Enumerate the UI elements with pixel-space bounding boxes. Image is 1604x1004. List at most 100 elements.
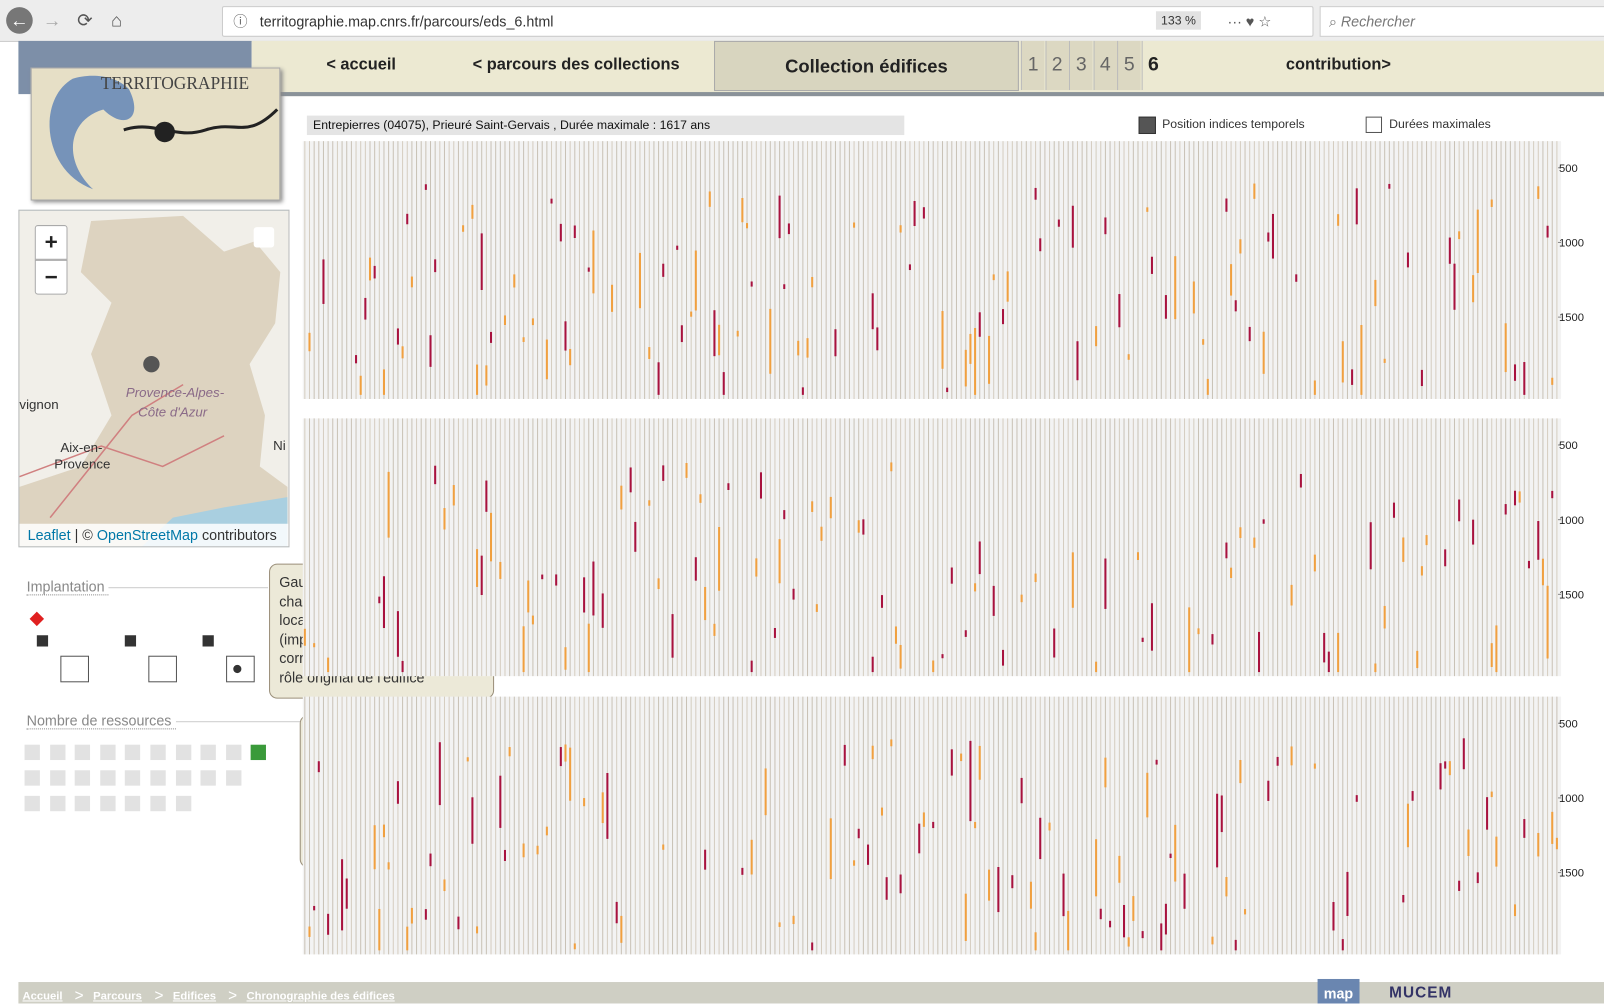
- y-tick-label: 1500: [1559, 868, 1584, 880]
- tooltip: Le nombre de carrés correspond au nombre…: [299, 715, 550, 868]
- resource-square: [175, 795, 191, 812]
- logo-art: TERRITOGRAPHIE: [49, 74, 279, 190]
- page-link[interactable]: 2: [1044, 40, 1069, 91]
- y-tick-label: 500: [1559, 440, 1578, 452]
- chart-title-box: Entrepierres (04075), Prieuré Saint-Gerv…: [306, 115, 905, 136]
- legend-swatch[interactable]: [1138, 116, 1156, 135]
- leaflet-link[interactable]: Leaflet: [27, 526, 71, 544]
- y-tick-label: 1500: [1559, 312, 1584, 324]
- resource-square: [24, 744, 40, 761]
- resource-square: [225, 770, 242, 786]
- resource-square: [200, 770, 217, 786]
- breadcrumb[interactable]: Edifices: [172, 990, 217, 1003]
- nav-current: Collection édifices: [714, 40, 1019, 92]
- resource-square: [150, 795, 166, 812]
- y-tick-label: 500: [1559, 718, 1578, 730]
- y-tick-label: 500: [1559, 163, 1578, 175]
- resource-square: [175, 744, 191, 761]
- page-link[interactable]: 5: [1117, 40, 1141, 91]
- resource-square: [100, 744, 116, 761]
- tooltip: Gauche: édifice isolé. Centre: chapelle …: [269, 563, 495, 699]
- reload-button[interactable]: ⟳: [77, 10, 93, 31]
- icon: [202, 635, 214, 647]
- footer: Accueil > Parcours > Edifices > Chronographie …: [18, 978, 1604, 1004]
- map-label: Provence: [54, 456, 111, 472]
- legend-label: Position indices temporels: [1162, 116, 1305, 131]
- resource-square: [74, 795, 91, 812]
- zoom-out[interactable]: −: [34, 259, 68, 295]
- resource-squares: [24, 744, 281, 817]
- zoom-level[interactable]: 133 %: [1155, 11, 1201, 30]
- map-label: Ni: [273, 437, 286, 454]
- page-link[interactable]: 6: [1141, 40, 1165, 91]
- breadcrumb-separator: >: [228, 987, 238, 1004]
- resource-square: [125, 795, 141, 812]
- y-tick-label: 1000: [1559, 238, 1584, 250]
- breadcrumb[interactable]: Chronographie des édifices: [246, 990, 395, 1003]
- attribution-separator: | ©: [70, 526, 97, 544]
- y-tick-label: 1000: [1559, 515, 1584, 527]
- selected-marker: [29, 611, 45, 627]
- implantation-village[interactable]: [226, 655, 255, 683]
- resource-square: [125, 770, 141, 786]
- map-tiles: [19, 210, 289, 547]
- resource-square: [74, 770, 91, 786]
- map-label: Côte d'Azur: [138, 404, 208, 420]
- info-icon: ⓘ: [233, 13, 248, 30]
- legend-swatch[interactable]: [1365, 116, 1383, 133]
- resource-square: [225, 744, 242, 761]
- y-tick-label: 1000: [1559, 793, 1584, 805]
- divider: [26, 587, 269, 589]
- map[interactable]: + − vignon Provence-Alpes- Côte d'Azur A…: [18, 209, 290, 548]
- page-link[interactable]: 3: [1068, 40, 1093, 91]
- nav-link[interactable]: contribution>: [1285, 56, 1391, 74]
- resource-square: [150, 770, 166, 786]
- nav-bar: < accueil < parcours des collections Col…: [251, 40, 1604, 97]
- osm-link[interactable]: OpenStreetMap: [96, 526, 198, 544]
- menu-icons[interactable]: ··· ♥ ☆: [1227, 13, 1272, 30]
- resource-square: [175, 770, 191, 786]
- url: territographie.map.cnrs.fr/parcours/eds_…: [259, 13, 554, 30]
- nav-link[interactable]: < parcours des collections: [472, 56, 680, 74]
- map-label: Provence-Alpes-: [125, 384, 225, 400]
- resource-square: [200, 744, 217, 761]
- logo: TERRITOGRAPHIE: [30, 67, 281, 201]
- resource-square: [49, 744, 66, 761]
- resource-square: [49, 770, 66, 786]
- address-bar[interactable]: ⓘ territographie.map.cnrs.fr/parcours/ed…: [221, 6, 1314, 37]
- section-label: Implantation: [26, 577, 109, 596]
- home-button[interactable]: ⌂: [111, 10, 123, 31]
- resource-square: [24, 770, 40, 786]
- map-label: Aix-en-: [60, 439, 103, 456]
- resource-square: [100, 770, 116, 786]
- footer-logo: MUCEM: [1389, 984, 1453, 1002]
- resource-square: [100, 795, 116, 812]
- chart-panel: [302, 141, 1562, 399]
- zoom-in[interactable]: +: [34, 225, 68, 260]
- resource-square: [49, 795, 66, 812]
- page-link[interactable]: 1: [1020, 40, 1045, 91]
- section-label: Nombre de ressources: [26, 711, 176, 730]
- forward-button[interactable]: →: [42, 10, 62, 31]
- implantation-hamlet[interactable]: [148, 655, 177, 683]
- map-label: vignon: [19, 396, 59, 413]
- resource-square: [24, 795, 40, 812]
- resource-square: [251, 744, 267, 761]
- resource-square: [150, 744, 166, 761]
- back-button[interactable]: ←: [6, 7, 33, 34]
- map-attribution: Leaflet | © OpenStreetMap contributors: [19, 523, 289, 547]
- page-link[interactable]: 4: [1093, 40, 1117, 91]
- search-placeholder: Rechercher: [1340, 13, 1415, 30]
- icon: [124, 635, 137, 647]
- attribution-suffix: contributors: [197, 526, 277, 544]
- resource-square: [125, 744, 141, 761]
- implantation-isolated[interactable]: [60, 655, 89, 683]
- breadcrumb[interactable]: Parcours: [93, 990, 142, 1003]
- breadcrumb[interactable]: Accueil: [22, 990, 63, 1003]
- footer-logo: map: [1317, 978, 1360, 1004]
- breadcrumb-separator: >: [154, 987, 164, 1004]
- resource-square: [74, 744, 91, 761]
- search-box[interactable]: ⌕ Rechercher: [1319, 6, 1604, 37]
- nav-link[interactable]: < accueil: [326, 56, 396, 74]
